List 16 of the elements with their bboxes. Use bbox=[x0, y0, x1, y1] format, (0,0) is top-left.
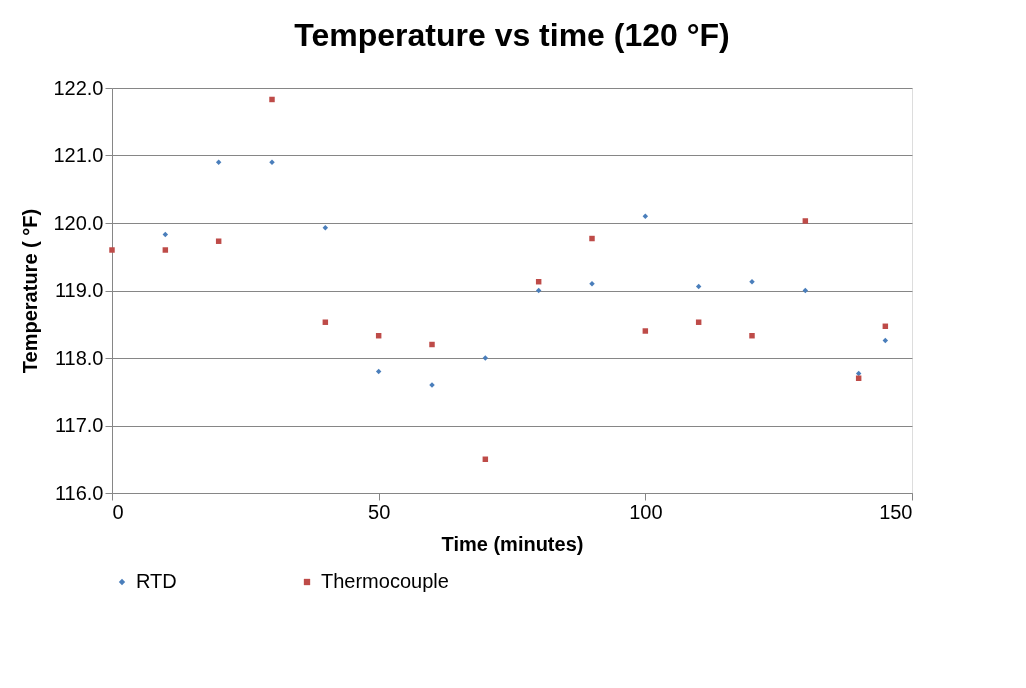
y-tick-label: 119.0 bbox=[54, 279, 104, 301]
y-tick-label: 121.0 bbox=[53, 144, 104, 166]
x-tick-label: 50 bbox=[368, 500, 391, 523]
y-tick-label: 122.0 bbox=[53, 76, 104, 99]
x-tick-label: 0 bbox=[112, 500, 124, 523]
legend-label: RTD bbox=[136, 570, 177, 592]
chart-title: Temperature vs time (120 °F) bbox=[294, 17, 730, 53]
y-tick-label: 116.0 bbox=[54, 481, 104, 504]
y-axis-title: Temperature ( °F) bbox=[19, 208, 42, 374]
x-tick-label: 100 bbox=[629, 500, 663, 523]
y-tick-label: 117.0 bbox=[54, 414, 104, 436]
x-tick-label: 150 bbox=[879, 500, 913, 523]
x-axis-title: Time (minutes) bbox=[441, 532, 584, 555]
legend-label: Thermocouple bbox=[321, 570, 449, 592]
y-tick-label: 120.0 bbox=[53, 211, 104, 234]
y-tick-label: 118.0 bbox=[54, 346, 104, 369]
